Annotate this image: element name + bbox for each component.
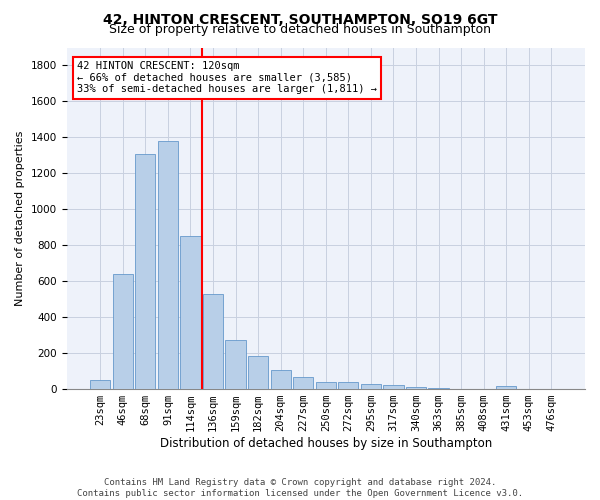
Bar: [226, 340, 246, 389]
Bar: [271, 370, 291, 389]
Text: 42 HINTON CRESCENT: 120sqm
← 66% of detached houses are smaller (3,585)
33% of s: 42 HINTON CRESCENT: 120sqm ← 66% of deta…: [77, 61, 377, 94]
Bar: [496, 386, 517, 389]
Bar: [383, 386, 404, 389]
Bar: [338, 382, 358, 389]
Text: 42, HINTON CRESCENT, SOUTHAMPTON, SO19 6GT: 42, HINTON CRESCENT, SOUTHAMPTON, SO19 6…: [103, 12, 497, 26]
Y-axis label: Number of detached properties: Number of detached properties: [15, 130, 25, 306]
Bar: [113, 274, 133, 389]
Bar: [203, 294, 223, 389]
Bar: [451, 388, 471, 389]
Bar: [316, 382, 336, 389]
Bar: [406, 388, 426, 389]
Bar: [428, 388, 449, 389]
Bar: [293, 378, 313, 389]
Bar: [135, 154, 155, 389]
Bar: [248, 356, 268, 389]
Bar: [361, 384, 381, 389]
X-axis label: Distribution of detached houses by size in Southampton: Distribution of detached houses by size …: [160, 437, 492, 450]
Bar: [158, 141, 178, 389]
Text: Size of property relative to detached houses in Southampton: Size of property relative to detached ho…: [109, 22, 491, 36]
Text: Contains HM Land Registry data © Crown copyright and database right 2024.
Contai: Contains HM Land Registry data © Crown c…: [77, 478, 523, 498]
Bar: [181, 236, 200, 389]
Bar: [90, 380, 110, 389]
